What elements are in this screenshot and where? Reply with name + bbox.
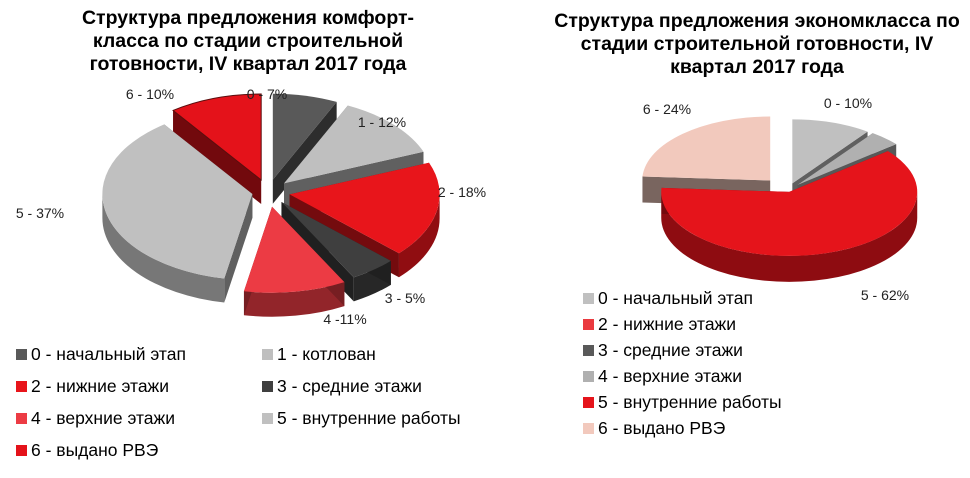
legend-item: 5 - внутренние работы (583, 392, 782, 412)
legend-label: 0 - начальный этап (598, 288, 753, 308)
data-label: 0 - 10% (824, 95, 872, 111)
pie-slice-0 (272, 93, 337, 180)
legend-label: 4 - верхние этажи (598, 366, 742, 386)
pie-slice-4 (243, 206, 345, 293)
data-label: 6 - 24% (643, 101, 691, 117)
pie-slice-1 (284, 105, 424, 184)
legend-item: 3 - средние этажи (583, 340, 743, 360)
pie-chart-0: 0 - 7% 1 - 12% 2 - 18% 3 - 5% 4 -11% 5 - 37% 6… (16, 86, 486, 460)
legend-swatch (16, 445, 27, 456)
pie-slice-side (661, 191, 918, 282)
legend-swatch (583, 371, 594, 382)
legend-label: 6 - выдано РВЭ (598, 418, 725, 438)
legend-label: 5 - внутренние работы (277, 408, 461, 428)
pie-chart-1: 0 - 10% 5 - 62% 6 - 24% 0 - начальный этап 2… (583, 95, 918, 438)
pie-slice-3 (797, 133, 897, 185)
legend-item: 2 - нижние этажи (583, 314, 736, 334)
legend-item: 4 - верхние этажи (583, 366, 742, 386)
chart-title-economy: Структура предложения экономкласса по ст… (554, 10, 960, 78)
legend-swatch (262, 349, 273, 360)
legend-item: 6 - выдано РВЭ (16, 440, 158, 460)
pie-slice-wall (224, 194, 253, 303)
legend-label: 5 - внутренние работы (598, 392, 782, 412)
pie-slice-side (243, 282, 345, 317)
data-label: 1 - 12% (358, 114, 406, 130)
legend-item: 5 - внутренние работы (262, 408, 461, 428)
legend-swatch (16, 413, 27, 424)
legend-item: 0 - начальный этап (583, 288, 753, 308)
data-label: 4 -11% (323, 311, 366, 327)
legend-swatch (583, 397, 594, 408)
legend-label: 2 - нижние этажи (31, 376, 169, 396)
legend-item: 1 - котлован (262, 344, 376, 364)
pie-slice-side (102, 194, 225, 303)
pie-slice-5 (642, 116, 771, 181)
legend-item: 3 - средние этажи (262, 376, 422, 396)
legend-swatch (583, 423, 594, 434)
pie-slice-4 (661, 151, 918, 256)
chart-title-comfort: Структура предложения комфорт-класса по … (81, 7, 415, 75)
legend-item: 2 - нижние этажи (16, 376, 169, 396)
pie-slice-5 (102, 124, 253, 279)
legend-swatch (262, 381, 273, 392)
pie-slice-0 (792, 119, 868, 184)
legend-item: 0 - начальный этап (16, 344, 186, 364)
data-label: 6 - 10% (126, 86, 174, 102)
legend-swatch (583, 319, 594, 330)
pie-slice-2 (289, 162, 440, 254)
data-label: 5 - 37% (16, 205, 64, 221)
pie-slice-6 (172, 93, 262, 182)
legend-item: 6 - выдано РВЭ (583, 418, 725, 438)
legend-label: 4 - верхние этажи (31, 408, 175, 428)
data-label: 2 - 18% (438, 184, 486, 200)
legend-swatch (583, 345, 594, 356)
legend-swatch (583, 293, 594, 304)
pie-slice-3 (281, 201, 391, 278)
legend-label: 1 - котлован (277, 344, 376, 364)
legend-swatch (262, 413, 273, 424)
legend-label: 3 - средние этажи (277, 376, 422, 396)
legend-item: 4 - верхние этажи (16, 408, 175, 428)
legend-label: 3 - средние этажи (598, 340, 743, 360)
pie-slice-side (398, 194, 440, 278)
legend-label: 2 - нижние этажи (598, 314, 736, 334)
legend-swatch (16, 381, 27, 392)
data-label: 3 - 5% (385, 290, 425, 306)
legend-swatch (16, 349, 27, 360)
pie-slice-wall (173, 110, 262, 205)
data-label: 5 - 62% (861, 287, 909, 303)
legend-label: 0 - начальный этап (31, 344, 186, 364)
data-label: 0 - 7% (247, 86, 287, 102)
legend-label: 6 - выдано РВЭ (31, 440, 158, 460)
